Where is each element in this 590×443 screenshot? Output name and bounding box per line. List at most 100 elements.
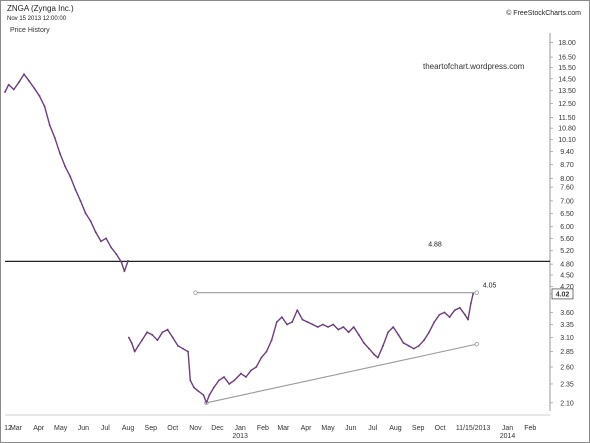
y-tick-label: 12.50 [558,101,576,108]
price-point [448,316,451,319]
price-point [120,261,123,264]
x-tick-label: Feb [257,425,269,432]
y-tick-label: 3.60 [560,310,574,317]
x-tick-label: Sep [145,425,158,432]
y-tick-label: 7.60 [560,185,574,192]
y-tick-label: 4.50 [560,272,574,279]
price-point [342,326,345,328]
price-point [64,165,66,168]
price-point [376,356,379,359]
price-point [433,321,436,323]
x-tick-label: Mar [277,425,290,432]
price-point [100,240,102,243]
price-point [33,87,36,90]
y-tick-label: 11.50 [559,115,576,122]
price-point [12,88,15,91]
price-point [407,344,410,347]
price-point [156,339,159,342]
price-point [412,347,415,350]
price-point [127,336,130,339]
price-point [212,386,215,389]
price-point [469,302,472,305]
price-point [255,366,258,368]
price-point [130,342,133,344]
price-point [337,328,340,331]
price-point [133,350,136,353]
x-tick-label: Sep [412,425,425,432]
price-point [438,313,441,316]
datestamp: Nov 15 2013 12:00:00 [7,16,67,22]
price-point [275,321,278,323]
price-point [105,237,107,240]
price-point [166,328,169,331]
price-point [357,333,360,336]
price-point [306,321,309,323]
price-point [301,318,304,321]
price-point [233,379,236,382]
x-tick-label: Aug [122,425,135,432]
y-tick-label: 2.60 [560,364,574,371]
price-point [397,333,400,336]
x-tick-label: May [321,425,335,432]
y-tick-label: 14.50 [558,76,576,83]
price-point [193,386,195,389]
x-tick-label: Oct [435,425,446,432]
x-tick-label: Aug [389,425,402,432]
price-point [423,339,425,342]
trendline [206,343,477,404]
support-line-label: 4.88 [428,241,442,248]
price-point [18,81,20,84]
x-tick-label: Dec [211,425,224,432]
price-point [189,379,192,382]
price-point [141,339,143,342]
trendline-handle [474,290,479,295]
price-point [43,105,46,108]
watermark: theartofchart.wordpress.com [423,62,525,71]
y-tick-label: 5.20 [560,248,574,255]
price-point [311,323,314,326]
price-point [322,323,324,326]
price-point [332,323,335,326]
price-point [79,199,82,202]
x-tick-label: 12 [4,425,12,432]
x-tick-label: Jan [502,425,513,432]
price-point [402,342,405,344]
price-point [363,342,365,344]
price-point [443,311,446,314]
price-point [74,188,77,191]
plot-area [5,33,551,416]
x-tick-label: Jun [345,425,356,432]
price-point [270,339,273,342]
y-tick-label: 6.50 [560,211,574,218]
price-point [368,347,370,350]
price-point [137,344,140,347]
price-point [171,336,174,339]
price-point [182,347,184,350]
price-point [458,306,461,309]
price-point [23,73,25,76]
price-point [151,333,154,336]
price-point [327,326,329,328]
last-price-box [551,288,574,300]
price-point [127,259,129,262]
price-point [115,253,118,255]
price-point [265,350,268,353]
price-point [250,369,253,372]
price-point [110,246,113,249]
price-point [239,372,242,375]
y-tick-label: 2.35 [560,381,574,388]
price-point [197,390,200,393]
panel-label: Price History [10,27,50,34]
x-tick-label: Jul [101,425,110,432]
source-credit[interactable]: © FreeStockCharts.com [506,10,581,17]
y-tick-label: 4.80 [560,262,574,269]
price-point [260,356,263,359]
price-line [128,293,474,404]
price-point [472,293,474,295]
x-tick-label: 11/15/2013 [456,425,491,432]
price-point [467,318,469,321]
x-tick-label: Nov [189,425,202,432]
